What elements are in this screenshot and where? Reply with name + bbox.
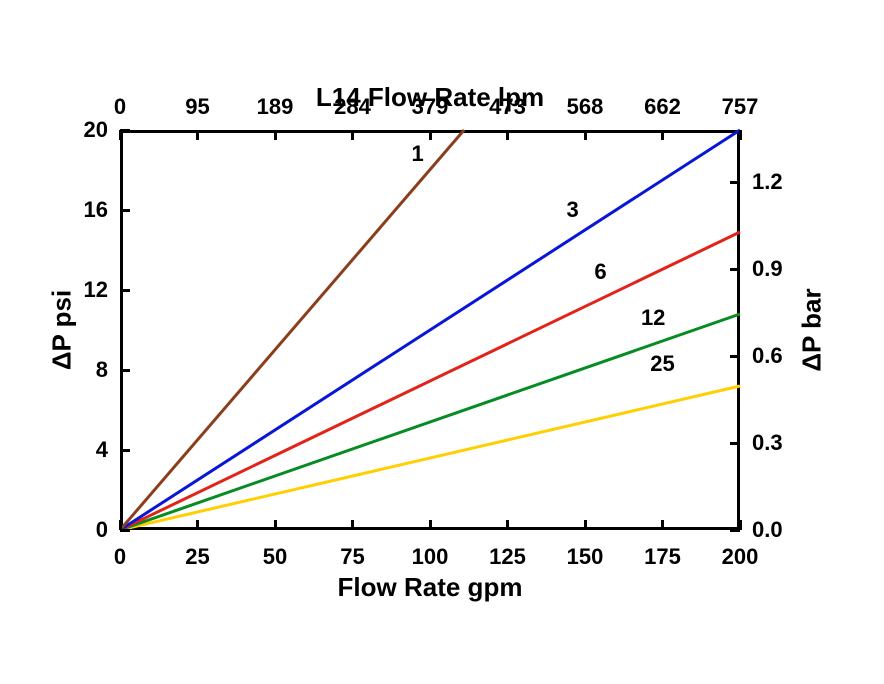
x-bottom-title: Flow Rate gpm	[338, 572, 523, 603]
xb-tick-label: 150	[567, 544, 604, 570]
xb-tick	[584, 520, 587, 530]
xb-tick-label: 200	[722, 544, 759, 570]
yl-tick	[120, 369, 130, 372]
xb-tick	[196, 520, 199, 530]
series-label-6: 6	[594, 259, 606, 285]
xt-tick	[196, 130, 199, 140]
series-label-25: 25	[650, 351, 674, 377]
series-label-3: 3	[566, 197, 578, 223]
yr-tick-label: 0.9	[752, 256, 783, 282]
yr-tick-label: 1.2	[752, 169, 783, 195]
yl-tick-label: 4	[96, 437, 108, 463]
xb-tick	[506, 520, 509, 530]
series-label-1: 1	[411, 141, 423, 167]
xt-tick	[739, 130, 742, 140]
xb-tick-label: 25	[185, 544, 209, 570]
xb-tick	[429, 520, 432, 530]
yr-tick-label: 0.3	[752, 430, 783, 456]
xt-tick	[584, 130, 587, 140]
x-top-title: L14 Flow Rate lpm	[316, 82, 544, 113]
xt-tick-label: 568	[567, 94, 604, 120]
xb-tick-label: 50	[263, 544, 287, 570]
xb-tick-label: 75	[340, 544, 364, 570]
yl-tick-label: 12	[84, 277, 108, 303]
xb-tick-label: 175	[644, 544, 681, 570]
xt-tick	[119, 130, 122, 140]
yl-tick	[120, 209, 130, 212]
xt-tick	[351, 130, 354, 140]
xt-tick	[661, 130, 664, 140]
xt-tick	[506, 130, 509, 140]
yl-tick-label: 16	[84, 197, 108, 223]
yl-tick-label: 8	[96, 357, 108, 383]
xb-tick	[661, 520, 664, 530]
yl-tick-label: 0	[96, 517, 108, 543]
xb-tick	[351, 520, 354, 530]
chart-stage: 0255075100125150175200Flow Rate gpm09518…	[0, 0, 884, 684]
xt-tick-label: 757	[722, 94, 759, 120]
yl-tick-label: 20	[84, 117, 108, 143]
xb-tick-label: 125	[489, 544, 526, 570]
yl-tick	[120, 289, 130, 292]
y-right-title: ΔP bar	[797, 288, 828, 371]
xt-tick	[429, 130, 432, 140]
series-label-12: 12	[641, 305, 665, 331]
y-left-title: ΔP psi	[47, 290, 78, 370]
yr-tick	[730, 355, 740, 358]
yl-tick	[120, 529, 130, 532]
yl-tick	[120, 449, 130, 452]
yr-tick	[730, 268, 740, 271]
xb-tick-label: 0	[114, 544, 126, 570]
xt-tick-label: 0	[114, 94, 126, 120]
yl-tick	[120, 129, 130, 132]
xt-tick-label: 95	[185, 94, 209, 120]
yr-tick	[730, 181, 740, 184]
yr-tick	[730, 442, 740, 445]
yr-tick	[730, 529, 740, 532]
xb-tick	[274, 520, 277, 530]
yr-tick-label: 0.0	[752, 517, 783, 543]
xt-tick-label: 189	[257, 94, 294, 120]
xt-tick	[274, 130, 277, 140]
yr-tick-label: 0.6	[752, 343, 783, 369]
xb-tick-label: 100	[412, 544, 449, 570]
xt-tick-label: 662	[644, 94, 681, 120]
